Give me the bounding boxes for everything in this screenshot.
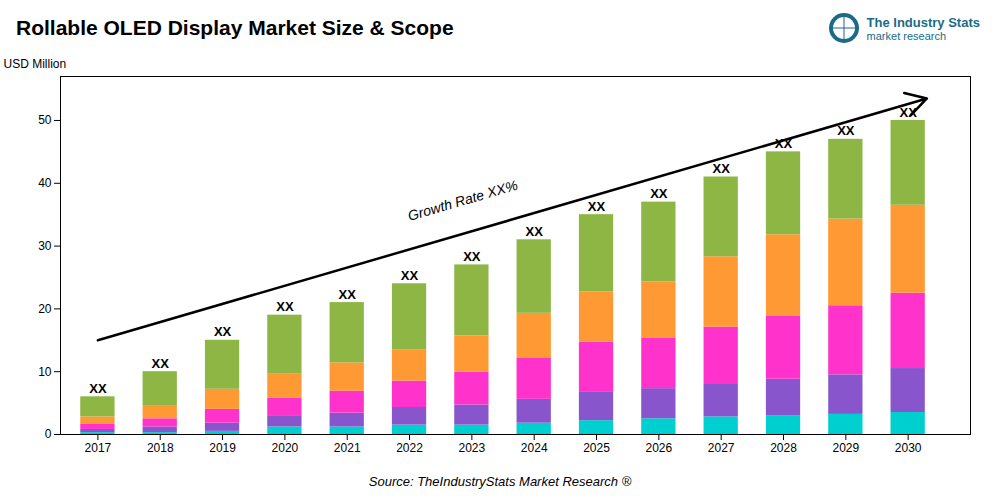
svg-text:2017: 2017	[85, 441, 112, 455]
svg-text:XX: XX	[89, 381, 107, 396]
svg-text:XX: XX	[463, 249, 481, 264]
svg-text:XX: XX	[276, 299, 294, 314]
svg-text:2026: 2026	[646, 441, 673, 455]
svg-text:XX: XX	[650, 186, 668, 201]
svg-text:40: 40	[38, 176, 52, 190]
svg-text:0: 0	[45, 427, 52, 441]
svg-text:XX: XX	[899, 104, 917, 120]
svg-text:XX: XX	[526, 224, 544, 239]
svg-text:20: 20	[38, 302, 52, 316]
svg-text:2027: 2027	[708, 441, 735, 455]
svg-text:2025: 2025	[583, 441, 610, 455]
svg-text:2023: 2023	[459, 441, 486, 455]
svg-text:2022: 2022	[396, 441, 423, 455]
svg-text:2028: 2028	[770, 441, 797, 455]
svg-text:Growth Rate XX%: Growth Rate XX%	[406, 177, 520, 224]
svg-text:30: 30	[38, 239, 52, 253]
svg-text:2029: 2029	[832, 441, 859, 455]
svg-text:XX: XX	[713, 161, 731, 176]
svg-text:2024: 2024	[521, 441, 548, 455]
svg-text:XX: XX	[837, 123, 855, 138]
svg-text:2021: 2021	[334, 441, 361, 455]
html-text:Source: TheIndustryStats Marke: Source: TheIndustryStats Market Research…	[368, 474, 632, 489]
svg-text:XX: XX	[214, 324, 232, 339]
html-text:market research: market research	[866, 29, 947, 42]
svg-text:2018: 2018	[147, 441, 174, 455]
html-text:Rollable OLED Display Market S: Rollable OLED Display Market Size & Scop…	[16, 16, 454, 39]
svg-text:XX: XX	[588, 199, 606, 214]
svg-text:USD Million: USD Million	[4, 57, 67, 71]
svg-text:10: 10	[38, 365, 52, 379]
svg-text:2020: 2020	[272, 441, 299, 455]
svg-text:XX: XX	[401, 268, 419, 283]
svg-text:XX: XX	[774, 136, 793, 151]
svg-text:2019: 2019	[209, 441, 236, 455]
svg-text:50: 50	[38, 113, 52, 127]
svg-text:2030: 2030	[895, 441, 922, 455]
html-text:The Industry Stats: The Industry Stats	[866, 14, 980, 30]
svg-text:XX: XX	[152, 356, 170, 371]
svg-text:XX: XX	[339, 287, 357, 302]
